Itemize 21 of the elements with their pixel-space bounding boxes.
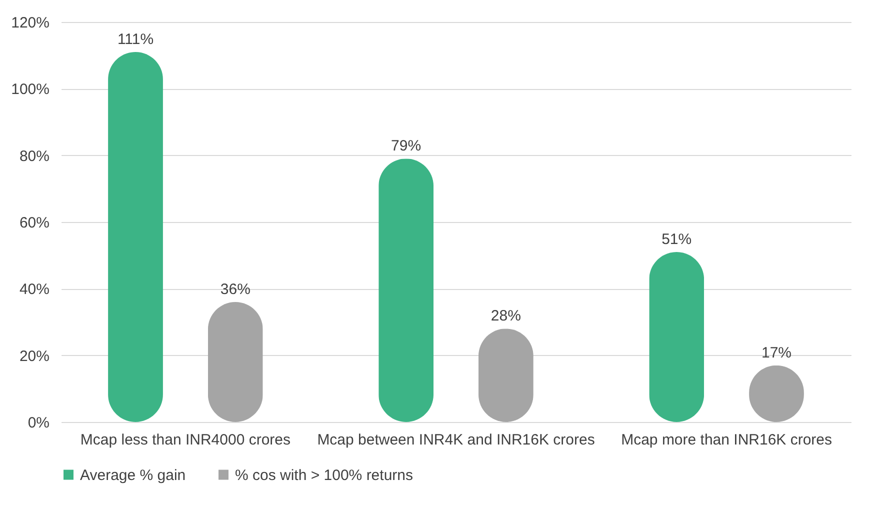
y-tick-label: 0% [28, 414, 50, 432]
y-tick-label: 80% [19, 148, 50, 165]
x-tick-label: Mcap less than INR4000 crores [80, 432, 291, 448]
x-tick-label: Mcap more than INR16K crores [621, 432, 832, 448]
data-label: 28% [490, 308, 521, 325]
legend-label: Average % gain [80, 466, 186, 484]
y-tick-label: 20% [19, 348, 50, 365]
y-tick-label: 60% [19, 214, 50, 232]
bar [378, 158, 434, 422]
data-label: 51% [662, 231, 692, 248]
data-label: 17% [761, 344, 792, 362]
data-label: 36% [220, 281, 250, 298]
data-label: 79% [391, 138, 422, 155]
legend-label: % cos with > 100% returns [235, 466, 414, 484]
bar [649, 252, 704, 422]
y-tick-label: 120% [11, 14, 50, 32]
x-tick-label: Mcap between INR4K and INR16K crores [317, 432, 595, 448]
y-tick-label: 40% [19, 281, 50, 298]
bar [108, 52, 163, 422]
data-label: 111% [117, 31, 154, 48]
y-tick-label: 100% [11, 81, 50, 98]
